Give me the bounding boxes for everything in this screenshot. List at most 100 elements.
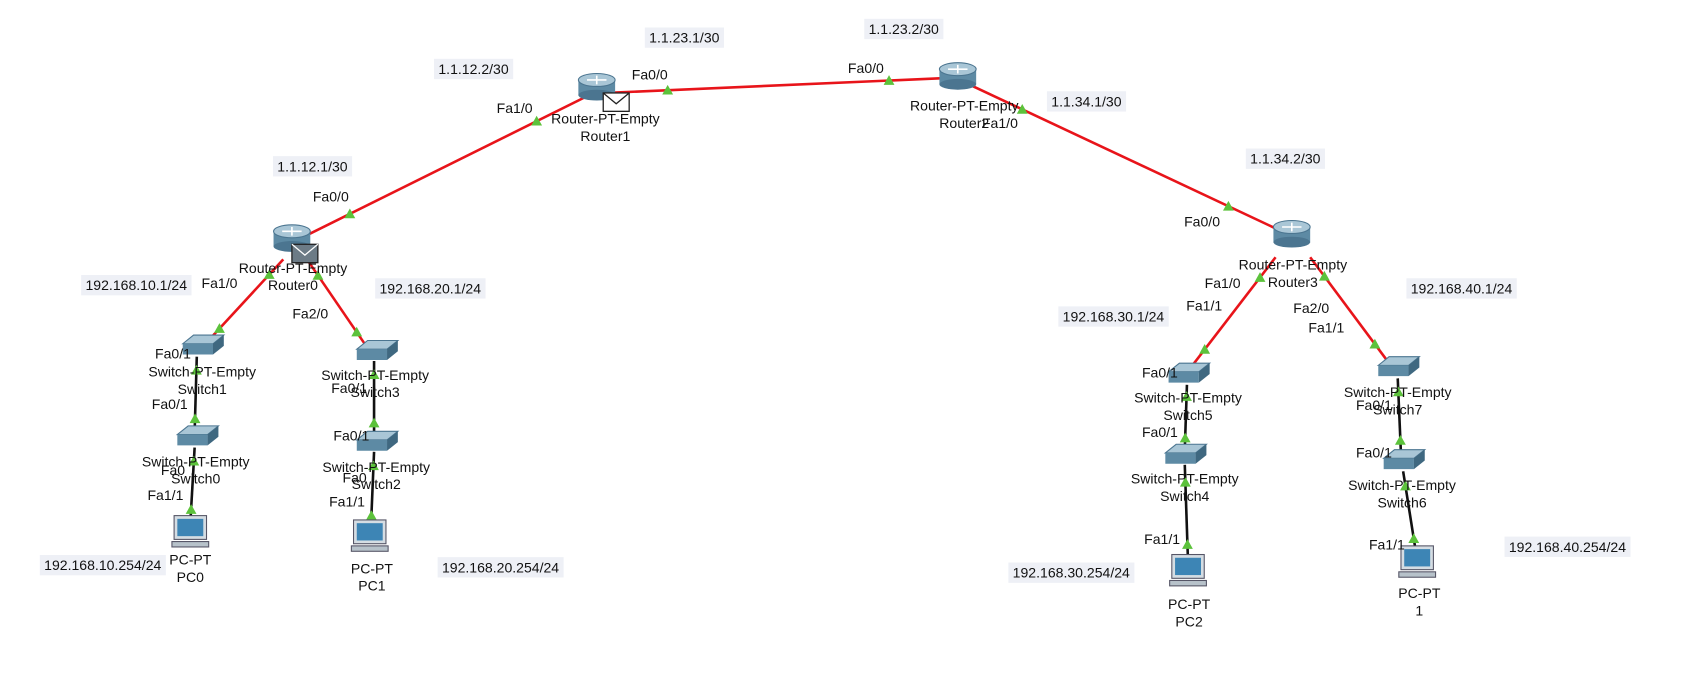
device-name: Router2 <box>939 115 989 131</box>
switch-icon <box>387 431 398 451</box>
address-note-bg <box>1058 306 1169 327</box>
address-note: 192.168.20.1/24 <box>380 280 482 296</box>
link-status-light <box>344 208 356 219</box>
envelope-icon <box>602 92 630 112</box>
address-note-bg <box>434 58 514 80</box>
port-label: Fa0/1 <box>331 380 367 396</box>
pc-screen <box>177 518 204 537</box>
router-icon <box>939 78 977 90</box>
link-status-light <box>1181 391 1192 401</box>
port-label: Fa1/1 <box>1144 531 1180 547</box>
router-arrows <box>587 75 607 85</box>
device-model: PC-PT <box>1168 596 1211 612</box>
port-label: Fa1/1 <box>1369 537 1405 553</box>
address-note: 1.1.23.1/30 <box>649 30 719 46</box>
address-note: 192.168.40.254/24 <box>1509 539 1626 555</box>
port-label: Fa0/1 <box>1142 424 1178 440</box>
router-arrows <box>282 227 302 236</box>
address-note: 192.168.10.254/24 <box>44 557 161 573</box>
link-status-light <box>312 269 324 280</box>
link-status-light <box>1408 533 1420 543</box>
address-note-bg <box>1504 536 1631 557</box>
device-name: Switch4 <box>1160 488 1209 504</box>
device-model: PC-PT <box>1398 585 1441 601</box>
link-status-light <box>368 417 380 428</box>
address-note: 192.168.30.254/24 <box>1013 565 1130 581</box>
port-label: Fa0/1 <box>152 396 188 412</box>
port-label: Fa1/0 <box>202 275 238 291</box>
link-status-light <box>214 323 225 333</box>
device-name: Switch0 <box>171 471 220 487</box>
device-name: Switch6 <box>1377 494 1426 510</box>
device-model: PC-PT <box>169 552 212 568</box>
device-model: Switch-PT-Empty <box>148 364 256 380</box>
link-status-light <box>263 269 275 279</box>
device-model: Switch-PT-Empty <box>1134 390 1242 406</box>
device-model: Router-PT-Empty <box>239 260 348 276</box>
link-status-light <box>1182 539 1193 549</box>
pc-icon <box>1398 571 1437 578</box>
envelope-icon <box>291 243 319 264</box>
device-name: Router0 <box>268 277 318 293</box>
address-note-bg <box>644 27 724 48</box>
link-status-light <box>1400 480 1411 491</box>
address-note: 1.1.34.2/30 <box>1250 151 1320 167</box>
link-status-light <box>1318 270 1330 281</box>
device-model: Router-PT-Empty <box>1239 257 1347 273</box>
port-label: Fa0 <box>161 462 185 478</box>
link-status-light <box>883 75 895 85</box>
devices <box>171 62 1437 587</box>
port-label: Fa1/0 <box>497 100 533 116</box>
device-name: Switch1 <box>178 381 227 397</box>
port-label: Fa0/0 <box>632 66 668 82</box>
address-note-bg <box>1046 91 1127 112</box>
labels: Router-PT-EmptyRouter1Router-PT-EmptyRou… <box>39 18 1631 629</box>
port-label: Fa1/0 <box>982 115 1018 131</box>
link-status-light <box>1179 432 1191 443</box>
switch-icon <box>1195 444 1207 464</box>
device-name: 1 <box>1415 603 1423 619</box>
device-name: Router1 <box>580 128 630 144</box>
address-note: 1.1.12.1/30 <box>277 158 347 174</box>
link-status-light <box>1223 200 1234 211</box>
links <box>185 75 1420 563</box>
link-status-light <box>366 510 377 520</box>
port-label: Fa0/1 <box>155 345 191 361</box>
port-label: Fa0 <box>343 470 367 486</box>
device-model: Switch-PT-Empty <box>1348 477 1456 493</box>
address-note-bg <box>272 156 353 177</box>
link-status-light <box>1369 338 1381 349</box>
switch-icon <box>1168 371 1199 383</box>
switch-icon <box>1383 458 1414 470</box>
device-model: Switch-PT-Empty <box>142 453 250 469</box>
port-label: Fa0/0 <box>1184 213 1220 229</box>
link-status-light <box>1199 344 1211 354</box>
address-note: 1.1.34.1/30 <box>1051 93 1121 109</box>
address-note-bg <box>1008 562 1135 583</box>
pc-screen <box>356 523 383 541</box>
link-status-light <box>531 115 543 126</box>
port-label: Fa0/1 <box>333 427 369 443</box>
link-status-light <box>190 364 202 375</box>
switch-icon <box>1408 356 1420 377</box>
device-model: Switch-PT-Empty <box>1131 471 1239 487</box>
port-label: Fa1/1 <box>329 493 365 509</box>
link-status-light <box>1392 386 1404 397</box>
address-note-bg <box>39 554 166 576</box>
switch-icon <box>182 343 214 355</box>
switch-icon <box>356 439 388 451</box>
device-model: Router-PT-Empty <box>551 111 660 127</box>
device-name: Switch7 <box>1373 401 1422 417</box>
switch-icon <box>207 425 219 446</box>
pc-screen <box>1404 549 1431 567</box>
port-label: Fa0/0 <box>313 189 349 205</box>
link-status-light <box>1254 272 1266 282</box>
switch-icon <box>177 434 208 446</box>
address-note-bg <box>1406 278 1517 299</box>
device-name: Switch5 <box>1163 407 1212 423</box>
link-status-light <box>368 369 380 379</box>
device-name: Switch2 <box>352 476 401 492</box>
port-label: Fa1/1 <box>1186 298 1222 314</box>
device-model: Switch-PT-Empty <box>321 367 429 383</box>
